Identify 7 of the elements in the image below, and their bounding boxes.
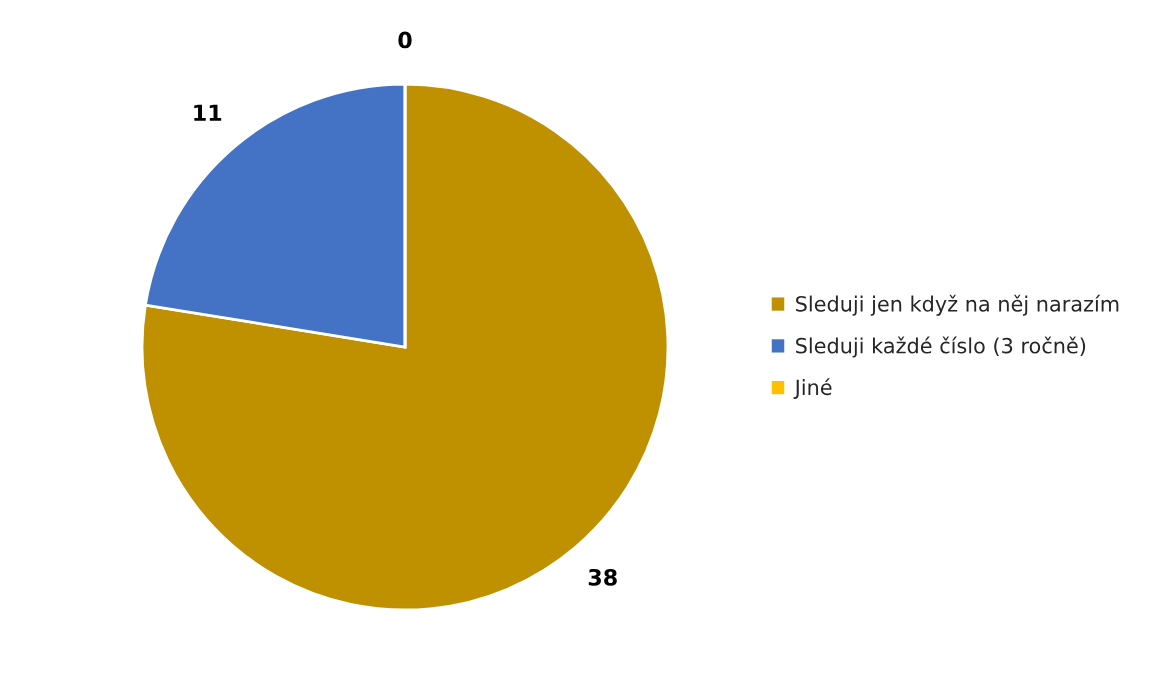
text: 0 bbox=[398, 31, 412, 49]
pie-slice bbox=[140, 82, 670, 612]
legend-label: Jiné bbox=[793, 378, 832, 400]
legend-label: Sleduji jen když na něj narazím bbox=[796, 294, 1119, 316]
legend-label: Sleduji každé číslo (3 ročně) bbox=[796, 336, 1086, 358]
data-label: 38 bbox=[588, 568, 617, 586]
data-label: 11 bbox=[194, 104, 222, 121]
